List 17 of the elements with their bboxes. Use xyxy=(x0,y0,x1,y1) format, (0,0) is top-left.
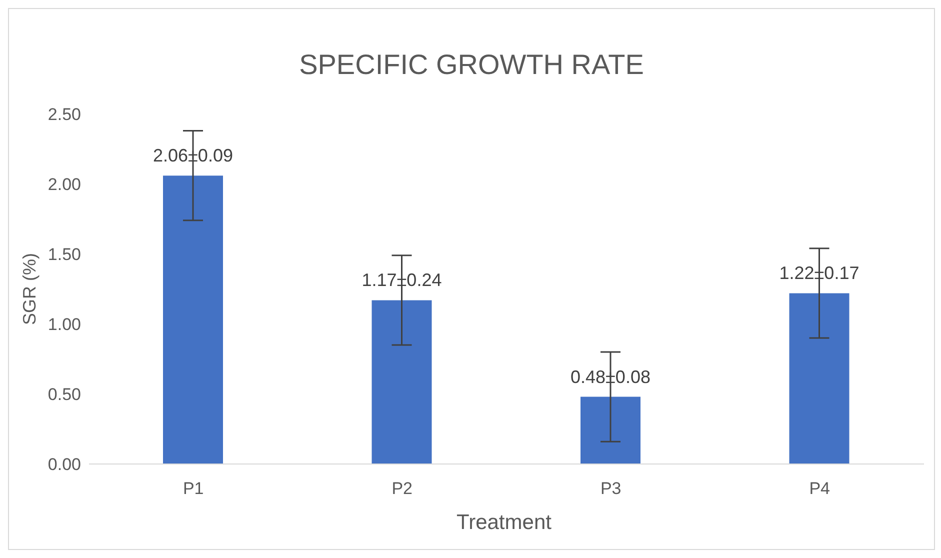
x-tick-label: P1 xyxy=(182,479,204,498)
bar xyxy=(372,300,432,464)
bar xyxy=(789,293,850,464)
bar xyxy=(580,396,640,464)
y-tick-label: 0.00 xyxy=(48,455,81,474)
y-axis-title: SGR (%) xyxy=(20,253,40,325)
y-tick-label: 0.50 xyxy=(48,385,81,404)
y-tick-label: 1.50 xyxy=(48,245,81,264)
y-tick-label: 2.00 xyxy=(48,175,81,194)
bar xyxy=(163,176,223,464)
x-axis-title: Treatment xyxy=(456,511,552,535)
x-tick-label: P2 xyxy=(392,479,413,498)
chart-title: SPECIFIC GROWTH RATE xyxy=(298,49,645,81)
x-tick-label: P4 xyxy=(809,479,830,498)
x-tick-label: P3 xyxy=(600,479,622,498)
y-tick-label: 1.00 xyxy=(48,315,81,334)
y-tick-label: 2.50 xyxy=(48,105,81,124)
